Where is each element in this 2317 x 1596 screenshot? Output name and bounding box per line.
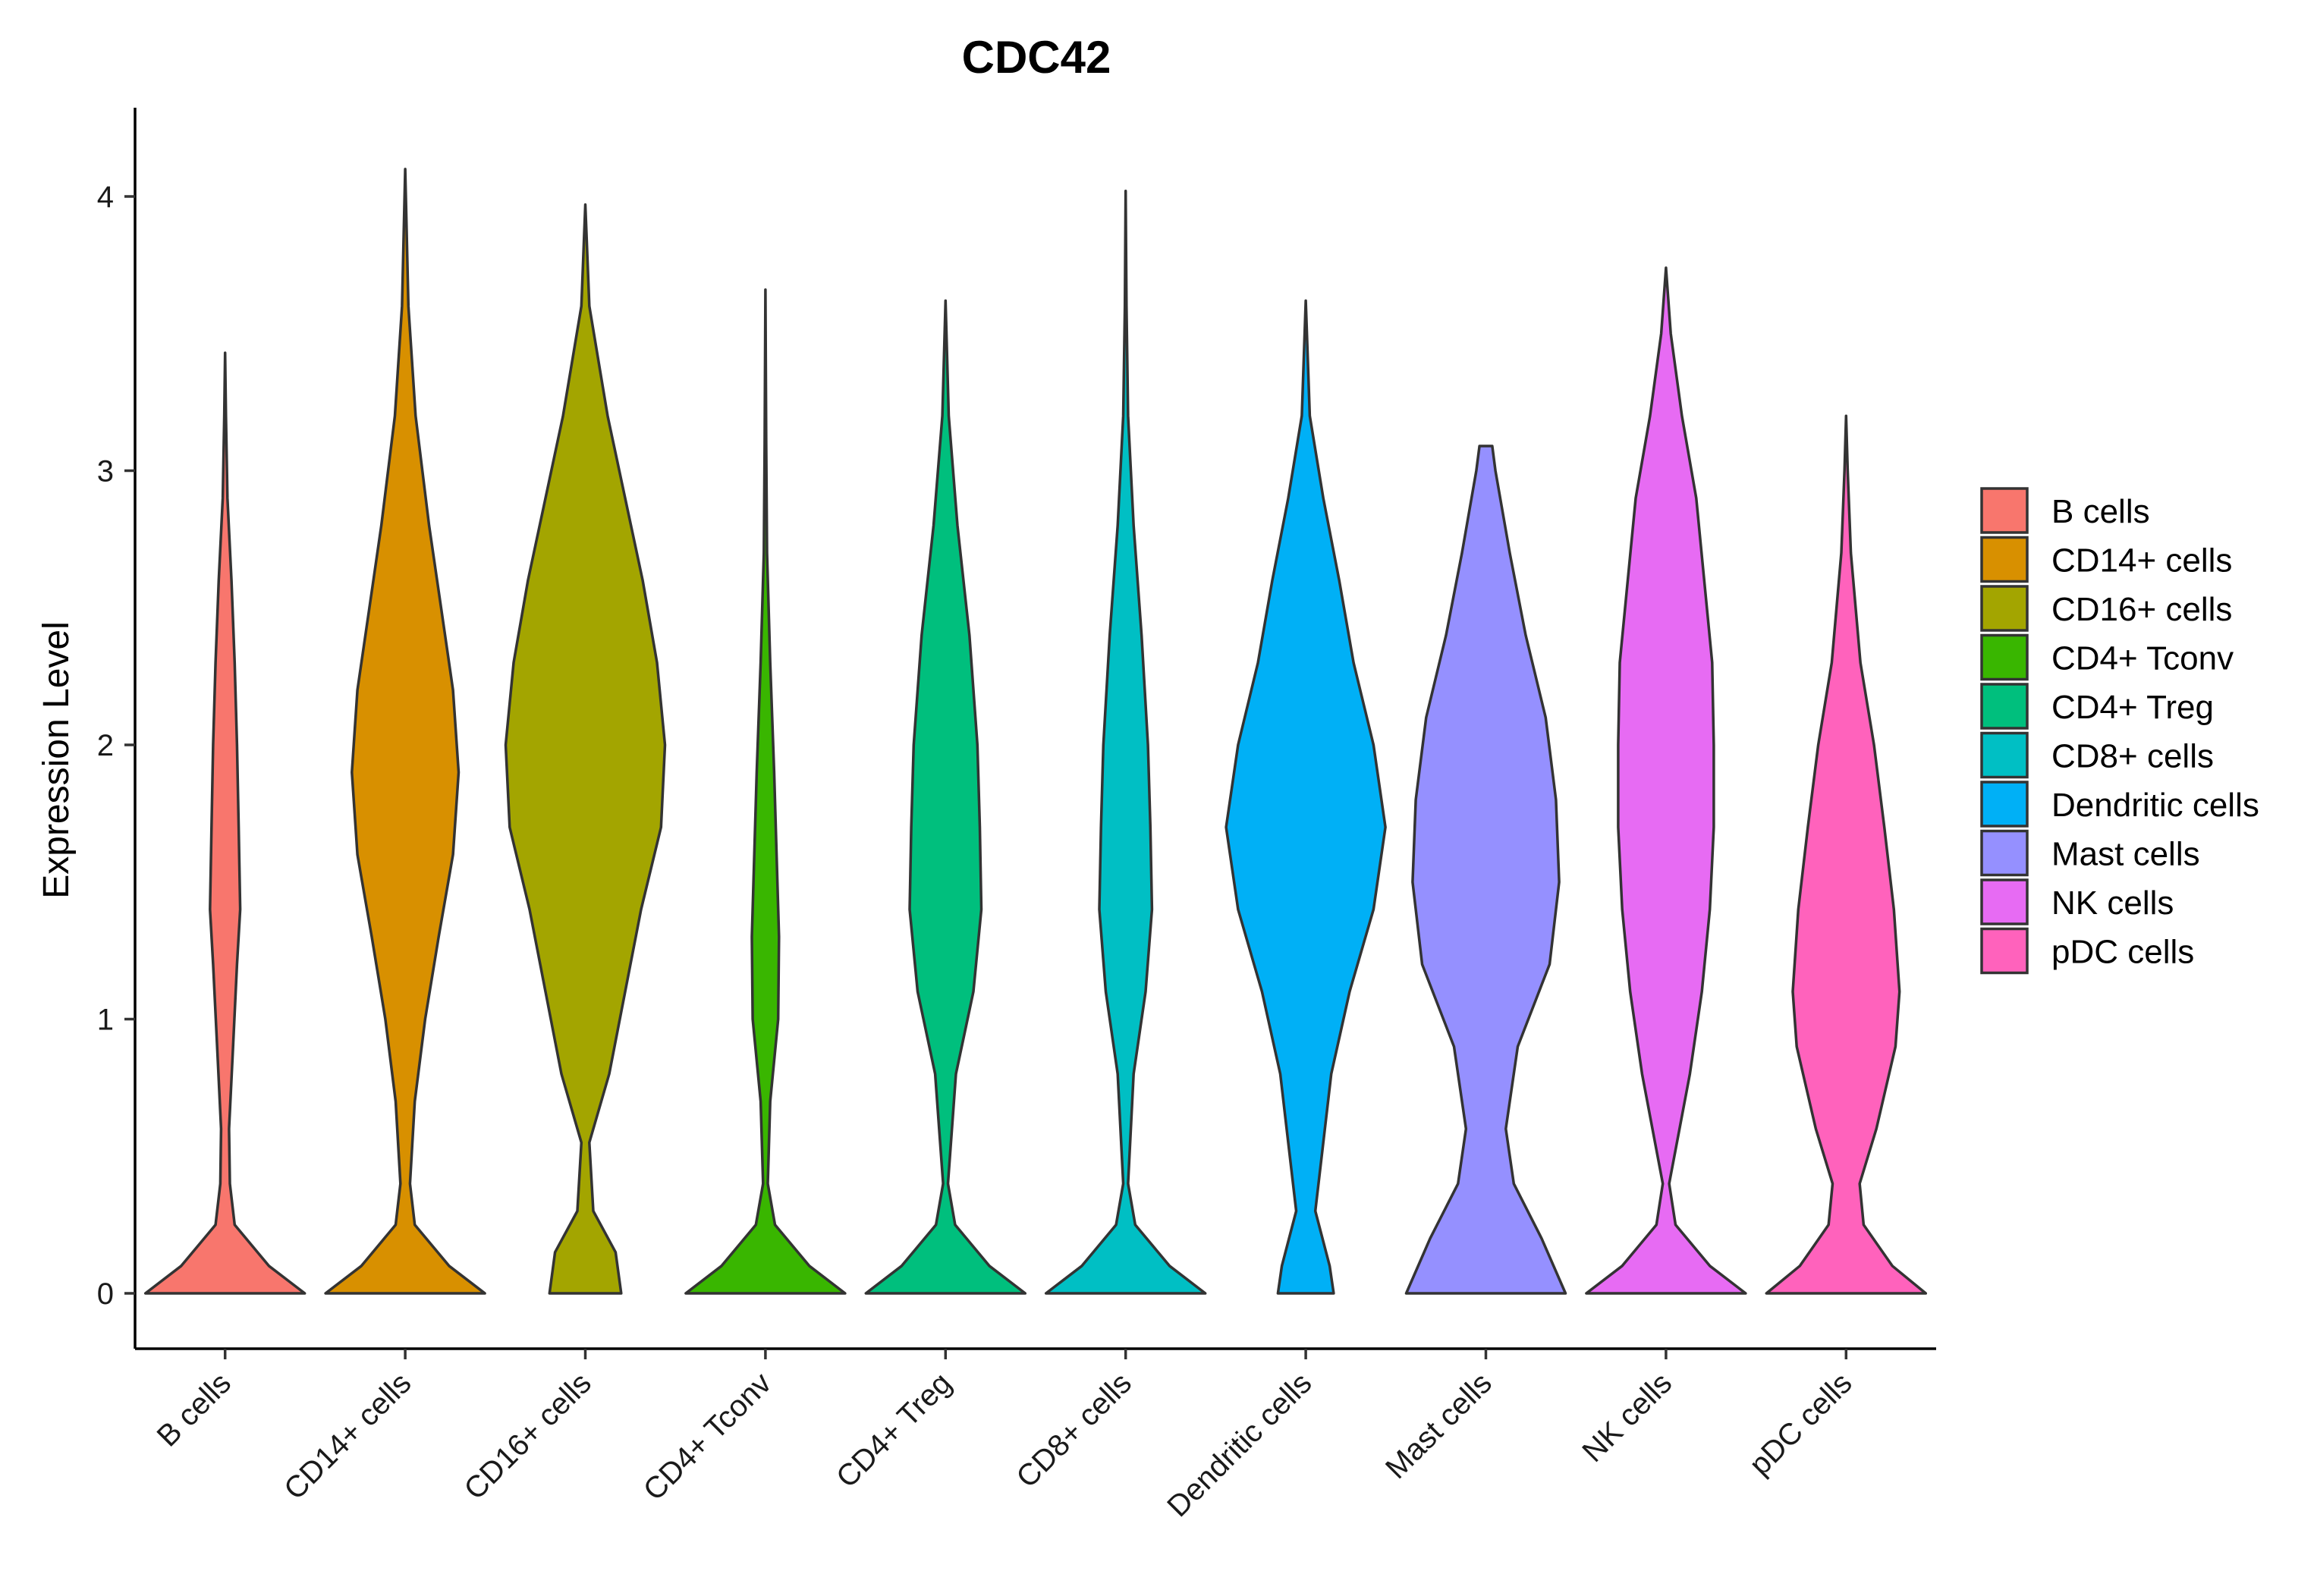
violin-cd16-cells <box>504 203 667 1295</box>
legend-label: B cells <box>2051 493 2150 530</box>
legend-label: pDC cells <box>2051 934 2194 971</box>
y-tick-label: 1 <box>97 1004 114 1037</box>
violin-group <box>143 168 1928 1295</box>
legend-key <box>1980 633 2029 681</box>
y-tick-label: 4 <box>97 181 114 214</box>
y-tick-label: 2 <box>97 729 114 762</box>
x-tick-label: CD4+ Tconv <box>637 1366 778 1506</box>
legend-key <box>1980 683 2029 730</box>
y-axis-label: Expression Level <box>36 621 77 899</box>
x-tick-label: CD14+ cells <box>278 1366 417 1506</box>
x-tick-label: CD16+ cells <box>457 1366 597 1506</box>
legend-label: Mast cells <box>2051 836 2200 873</box>
x-tick-label: CD4+ Treg <box>830 1366 958 1494</box>
x-tick-label: CD8+ cells <box>1010 1366 1138 1494</box>
legend-key <box>1980 536 2029 583</box>
x-tick-label: NK cells <box>1576 1366 1678 1469</box>
legend-label: CD4+ Treg <box>2051 689 2214 726</box>
x-tick-label: pDC cells <box>1743 1366 1859 1481</box>
y-tick-label: 3 <box>97 455 114 489</box>
legend-key <box>1980 731 2029 779</box>
x-tick-label: B cells <box>151 1366 237 1453</box>
legend-key <box>1980 878 2029 925</box>
violin-b-cells <box>143 351 307 1295</box>
x-tick-label: Dendritic cells <box>1161 1366 1318 1523</box>
chart-title: CDC42 <box>962 32 1111 83</box>
x-tick-label: Mast cells <box>1379 1366 1498 1485</box>
legend-key <box>1980 487 2029 534</box>
y-tick-label: 0 <box>97 1277 114 1311</box>
violin-cd4-treg <box>864 299 1027 1295</box>
legend-label: Dendritic cells <box>2051 787 2259 824</box>
legend-label: CD8+ cells <box>2051 738 2214 775</box>
legend: B cells CD14+ cells CD16+ cells CD4+ Tconv C… <box>1980 487 2259 975</box>
violin-mast-cells <box>1404 445 1567 1295</box>
violin-cd4-tconv <box>684 288 847 1295</box>
legend-key <box>1980 781 2029 828</box>
legend-key <box>1980 829 2029 877</box>
legend-label: NK cells <box>2051 884 2174 922</box>
legend-label: CD16+ cells <box>2051 591 2232 628</box>
legend-label: CD4+ Tconv <box>2051 640 2234 677</box>
legend-key <box>1980 927 2029 975</box>
violin-cd8-cells <box>1044 190 1207 1295</box>
legend-key <box>1980 585 2029 632</box>
violin-pdc-cells <box>1765 414 1928 1295</box>
violin-nk-cells <box>1585 266 1747 1295</box>
violin-dendritic-cells <box>1225 299 1387 1295</box>
legend-label: CD14+ cells <box>2051 542 2232 580</box>
violin-cd14-cells <box>324 168 486 1295</box>
